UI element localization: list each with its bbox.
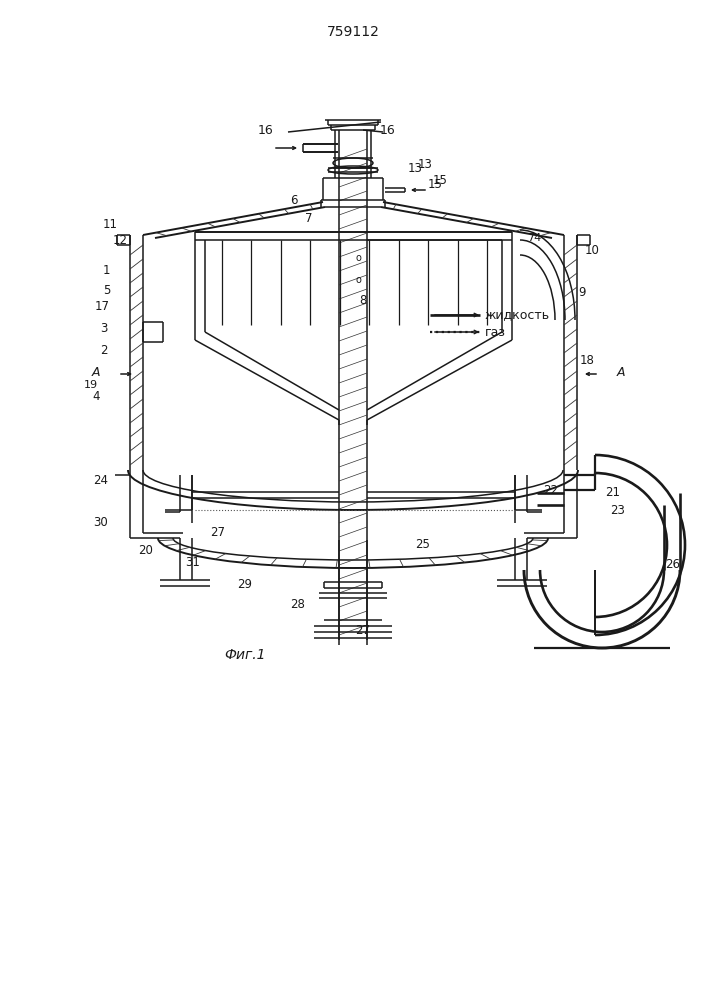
Text: 28: 28 [290,598,305,611]
Text: 30: 30 [93,516,108,528]
Text: 13: 13 [408,161,423,174]
Text: 18: 18 [580,354,595,366]
Text: 4: 4 [93,390,100,403]
Text: 27: 27 [210,526,225,538]
Text: 759112: 759112 [327,25,380,39]
Text: 12: 12 [113,233,128,246]
Text: 3: 3 [100,322,108,334]
Text: 2: 2 [100,344,108,357]
Text: 10: 10 [585,243,600,256]
Text: 15: 15 [428,178,443,192]
Text: газ: газ [485,326,506,338]
Text: 11: 11 [103,219,118,232]
Text: 7: 7 [305,212,313,225]
Text: A: A [617,365,626,378]
Text: 20: 20 [138,544,153,556]
Text: 17: 17 [95,300,110,314]
Text: 15: 15 [433,174,448,186]
Text: 21: 21 [605,486,620,498]
Text: A: A [91,365,100,378]
Text: 22: 22 [543,484,558,496]
Text: 25: 25 [415,538,430,552]
Text: 24: 24 [93,474,108,487]
Text: жидкость: жидкость [485,308,550,322]
Text: 6: 6 [291,194,298,207]
Text: o: o [355,253,361,263]
Text: 27: 27 [355,624,370,637]
Text: o: o [355,275,361,285]
Text: 16: 16 [380,123,396,136]
Text: 31: 31 [185,556,200,570]
Text: 23: 23 [610,504,625,516]
Text: 16: 16 [257,123,273,136]
Text: 1: 1 [103,263,110,276]
Text: 9: 9 [578,286,585,298]
Text: 8: 8 [359,294,367,306]
Text: 29: 29 [237,578,252,591]
Text: Фиг.1: Фиг.1 [224,648,266,662]
Text: 13: 13 [418,158,433,172]
Text: 19: 19 [84,380,98,390]
Text: 74: 74 [527,233,542,243]
Text: 5: 5 [103,284,110,296]
Text: 26: 26 [665,558,680,572]
